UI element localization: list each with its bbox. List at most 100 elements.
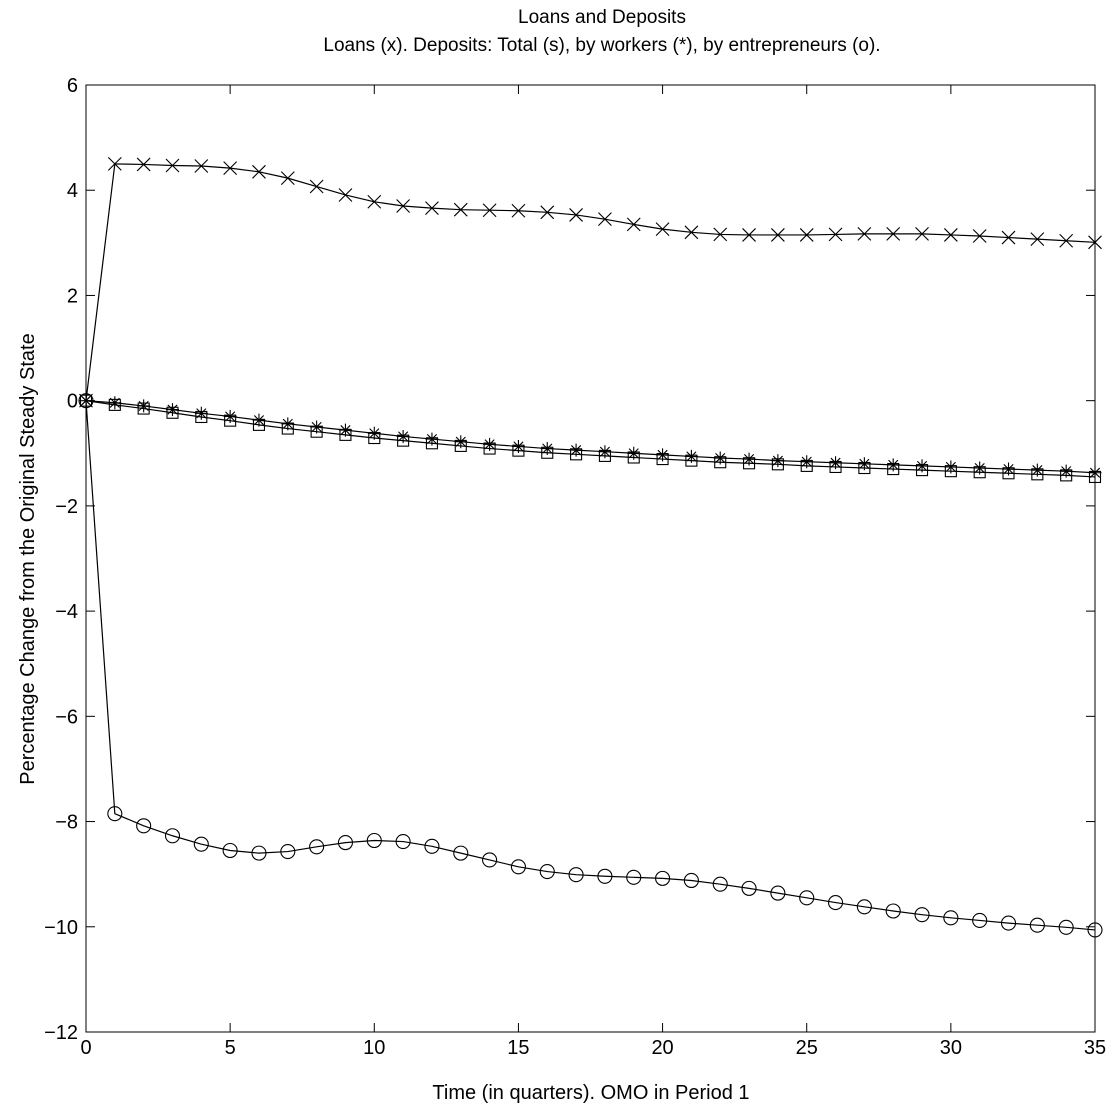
point-marker-circle — [885, 903, 901, 919]
point-marker-x — [626, 217, 641, 232]
point-marker-star — [511, 439, 525, 453]
point-marker-x — [252, 164, 266, 179]
point-marker-circle — [424, 838, 440, 854]
y-tick-label: 6 — [67, 75, 78, 97]
point-marker-square — [252, 418, 266, 431]
point-marker-star — [79, 394, 93, 408]
point-marker-circle — [1087, 922, 1103, 938]
point-marker-x — [1030, 232, 1045, 247]
point-marker-star — [915, 459, 929, 473]
point-marker-star — [800, 455, 814, 469]
point-marker-x — [194, 159, 209, 173]
point-marker-x — [136, 157, 151, 172]
point-marker-x — [886, 227, 901, 241]
point-marker-square — [425, 437, 438, 450]
point-marker-star — [944, 460, 958, 474]
point-marker-circle — [914, 907, 930, 923]
point-marker-x — [309, 179, 324, 194]
y-axis-label: Percentage Change from the Original Stea… — [17, 333, 39, 784]
point-marker-circle — [78, 393, 94, 409]
point-marker-square — [397, 434, 410, 447]
point-marker-circle — [222, 842, 238, 859]
point-marker-star — [165, 403, 179, 417]
point-marker-star — [829, 456, 843, 470]
x-tick-label: 35 — [1084, 1037, 1106, 1059]
point-marker-square — [627, 451, 640, 464]
point-marker-x — [107, 157, 122, 171]
point-marker-circle — [107, 806, 123, 822]
point-marker-square — [915, 464, 929, 477]
point-marker-square — [800, 459, 813, 472]
plot-frame — [85, 84, 1096, 1033]
point-marker-square — [1088, 470, 1102, 484]
point-marker-x — [165, 158, 180, 173]
point-marker-circle — [1058, 919, 1074, 935]
point-marker-star — [973, 461, 987, 475]
point-marker-square — [512, 444, 525, 457]
point-marker-star — [1030, 463, 1044, 477]
point-marker-star — [194, 406, 208, 420]
point-marker-x — [338, 188, 353, 202]
point-marker-circle — [943, 910, 959, 926]
point-marker-star — [857, 457, 871, 471]
point-marker-circle — [1029, 917, 1045, 933]
point-marker-square — [281, 422, 294, 435]
point-marker-square — [1002, 467, 1015, 480]
point-marker-circle — [309, 839, 325, 855]
point-marker-star — [338, 423, 352, 437]
point-marker-circle — [827, 895, 844, 911]
point-marker-x — [857, 227, 872, 241]
y-tick-label: −12 — [44, 1022, 78, 1044]
point-marker-square — [339, 428, 352, 441]
point-marker-circle — [597, 868, 613, 884]
point-marker-square — [570, 448, 583, 461]
x-tick-label: 5 — [225, 1037, 236, 1059]
point-marker-square — [887, 463, 900, 476]
point-marker-circle — [626, 869, 642, 885]
plot-area: 0 5 10 15 20 25 30 35 −12 −10 −8 −6 −4 −2 0 2 4 6 — [44, 75, 1106, 1059]
point-marker-circle — [539, 863, 555, 880]
point-marker-star — [598, 445, 612, 459]
series-line — [85, 163, 1096, 401]
point-marker-circle — [799, 890, 815, 906]
point-marker-star — [425, 432, 439, 446]
y-tick-label: −10 — [44, 917, 78, 939]
point-marker-square — [656, 453, 669, 466]
point-marker-square — [743, 457, 756, 470]
x-tick-label: 25 — [796, 1037, 818, 1059]
point-marker-star — [108, 396, 122, 410]
point-marker-circle — [482, 852, 498, 868]
point-marker-circle — [683, 872, 699, 889]
point-marker-circle — [712, 876, 728, 892]
point-marker-x — [915, 227, 929, 241]
point-marker-star — [1002, 462, 1016, 476]
point-marker-square — [108, 398, 121, 411]
y-tick-label: 4 — [67, 180, 78, 202]
point-marker-star — [137, 399, 151, 413]
point-marker-circle — [770, 885, 786, 901]
point-marker-star — [713, 451, 727, 465]
x-tick-label: 10 — [363, 1037, 385, 1059]
point-marker-circle — [337, 835, 354, 851]
point-marker-star — [656, 448, 670, 462]
point-marker-star — [886, 458, 900, 472]
point-marker-star — [771, 454, 785, 468]
point-marker-x — [1001, 230, 1016, 245]
point-marker-square — [829, 460, 842, 474]
point-marker-circle — [972, 912, 988, 929]
x-axis-label: Time (in quarters). OMO in Period 1 — [432, 1082, 749, 1104]
point-marker-x — [655, 222, 670, 237]
point-marker-square — [454, 439, 467, 452]
point-marker-x — [828, 227, 843, 242]
point-marker-x — [482, 203, 497, 218]
series-line — [85, 400, 1096, 478]
x-tick-label: 30 — [940, 1037, 962, 1059]
point-marker-circle — [510, 859, 526, 875]
point-marker-x — [770, 228, 785, 242]
point-marker-x — [742, 228, 756, 242]
point-marker-x — [1059, 233, 1074, 248]
point-marker-square — [137, 402, 150, 415]
point-marker-star — [742, 452, 756, 466]
point-marker-circle — [193, 836, 209, 852]
